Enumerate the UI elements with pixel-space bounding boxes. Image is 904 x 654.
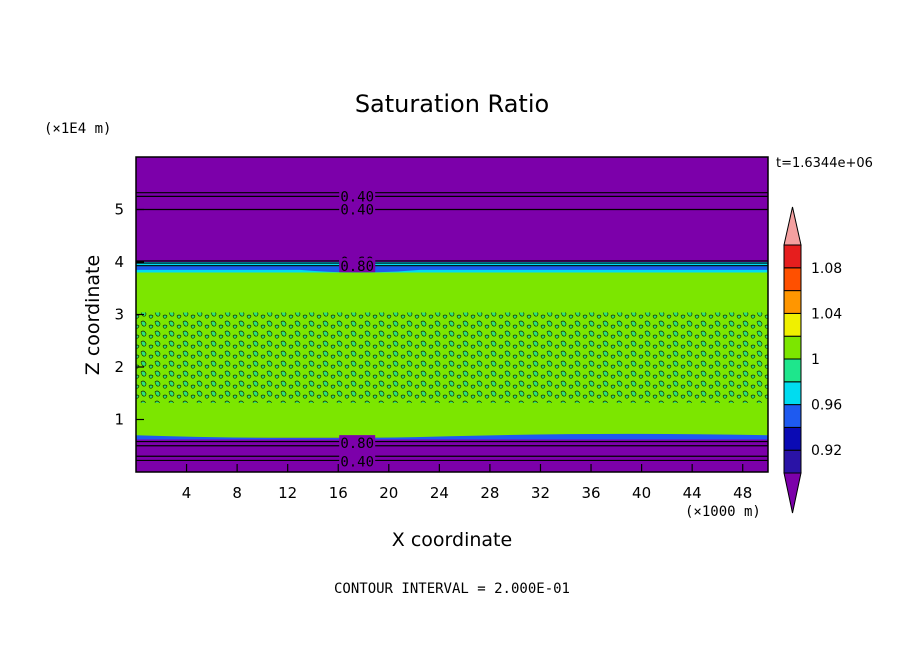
y-axis-unit: (×1E4 m) <box>44 121 111 137</box>
colorbar-swatch-1 <box>783 426 802 451</box>
colorbar-label-0: 0.92 <box>811 443 842 459</box>
colorbar-swatch-2 <box>783 404 802 428</box>
colorbar-over-arrow <box>783 206 802 246</box>
time-label: t=1.6344e+06 <box>776 156 873 171</box>
contour-lines <box>136 192 768 462</box>
colorbar-label-4: 1.08 <box>811 261 842 277</box>
contour-label-0: 0.40 <box>340 189 374 205</box>
data-regions <box>136 157 768 472</box>
x-axis-label: X coordinate <box>392 529 512 551</box>
cloud-base-edge <box>136 433 768 440</box>
y-tick-label-3: 4 <box>114 253 124 271</box>
colorbar-label-3: 1.04 <box>811 306 842 322</box>
cloud-top-edge <box>136 266 768 273</box>
x-tick-label-5: 24 <box>430 484 449 502</box>
contour-interval-note: CONTOUR INTERVAL = 2.000E-01 <box>334 581 570 597</box>
contour-label-bg-4 <box>339 435 376 450</box>
y-tick-label-1: 2 <box>114 358 124 376</box>
contour-label-4: 0.80 <box>340 436 374 452</box>
contour-label-bg-5 <box>339 453 376 468</box>
x-tick-label-4: 20 <box>379 484 398 502</box>
colorbar-swatch-8 <box>783 267 802 292</box>
x-tick-label-11: 48 <box>733 484 752 502</box>
y-axis-label: Z coordinate <box>82 255 104 375</box>
colorbar-label-1: 0.96 <box>811 398 842 414</box>
colorbar-swatch-0 <box>783 449 802 474</box>
x-tick-label-7: 32 <box>531 484 550 502</box>
contour-label-3: 0.80 <box>340 259 374 275</box>
chart-title: Saturation Ratio <box>355 90 549 118</box>
x-tick-label-10: 44 <box>683 484 702 502</box>
colorbar: 0.92 0.96 1 1.04 1.08 <box>783 206 842 514</box>
x-tick-label-2: 12 <box>278 484 297 502</box>
contour-label-bg-3 <box>339 258 376 273</box>
x-axis-ticks: 4 8 12 16 20 24 28 32 36 40 44 48 <box>182 464 752 502</box>
colorbar-swatch-4 <box>783 358 802 383</box>
y-tick-label-0: 1 <box>114 411 124 429</box>
x-tick-label-1: 8 <box>232 484 242 502</box>
y-axis-ticks: 1 2 3 4 5 <box>114 201 144 429</box>
colorbar-label-2: 1 <box>811 352 820 368</box>
x-tick-label-6: 28 <box>480 484 499 502</box>
x-tick-label-3: 16 <box>329 484 348 502</box>
x-tick-label-9: 40 <box>632 484 651 502</box>
x-tick-label-8: 36 <box>581 484 600 502</box>
colorbar-swatch-9 <box>783 244 802 269</box>
contour-labels: 0.400.400.600.800.800.40 <box>339 188 376 471</box>
x-axis-unit: (×1000 m) <box>685 504 761 520</box>
x-tick-label-0: 4 <box>182 484 192 502</box>
colorbar-swatch-6 <box>783 312 802 337</box>
contour-label-1: 0.40 <box>340 203 374 219</box>
contour-label-bg-1 <box>339 201 376 216</box>
region-3 <box>136 437 768 472</box>
contour-label-5: 0.40 <box>340 455 374 471</box>
colorbar-swatch-7 <box>783 290 802 314</box>
y-tick-label-2: 3 <box>114 306 124 324</box>
colorbar-under-arrow <box>783 472 802 514</box>
contour-label-bg-0 <box>339 188 376 203</box>
cloud-texture <box>136 312 768 403</box>
colorbar-swatch-5 <box>783 335 802 360</box>
colorbar-swatch-3 <box>783 381 802 406</box>
y-tick-label-4: 5 <box>114 201 124 219</box>
